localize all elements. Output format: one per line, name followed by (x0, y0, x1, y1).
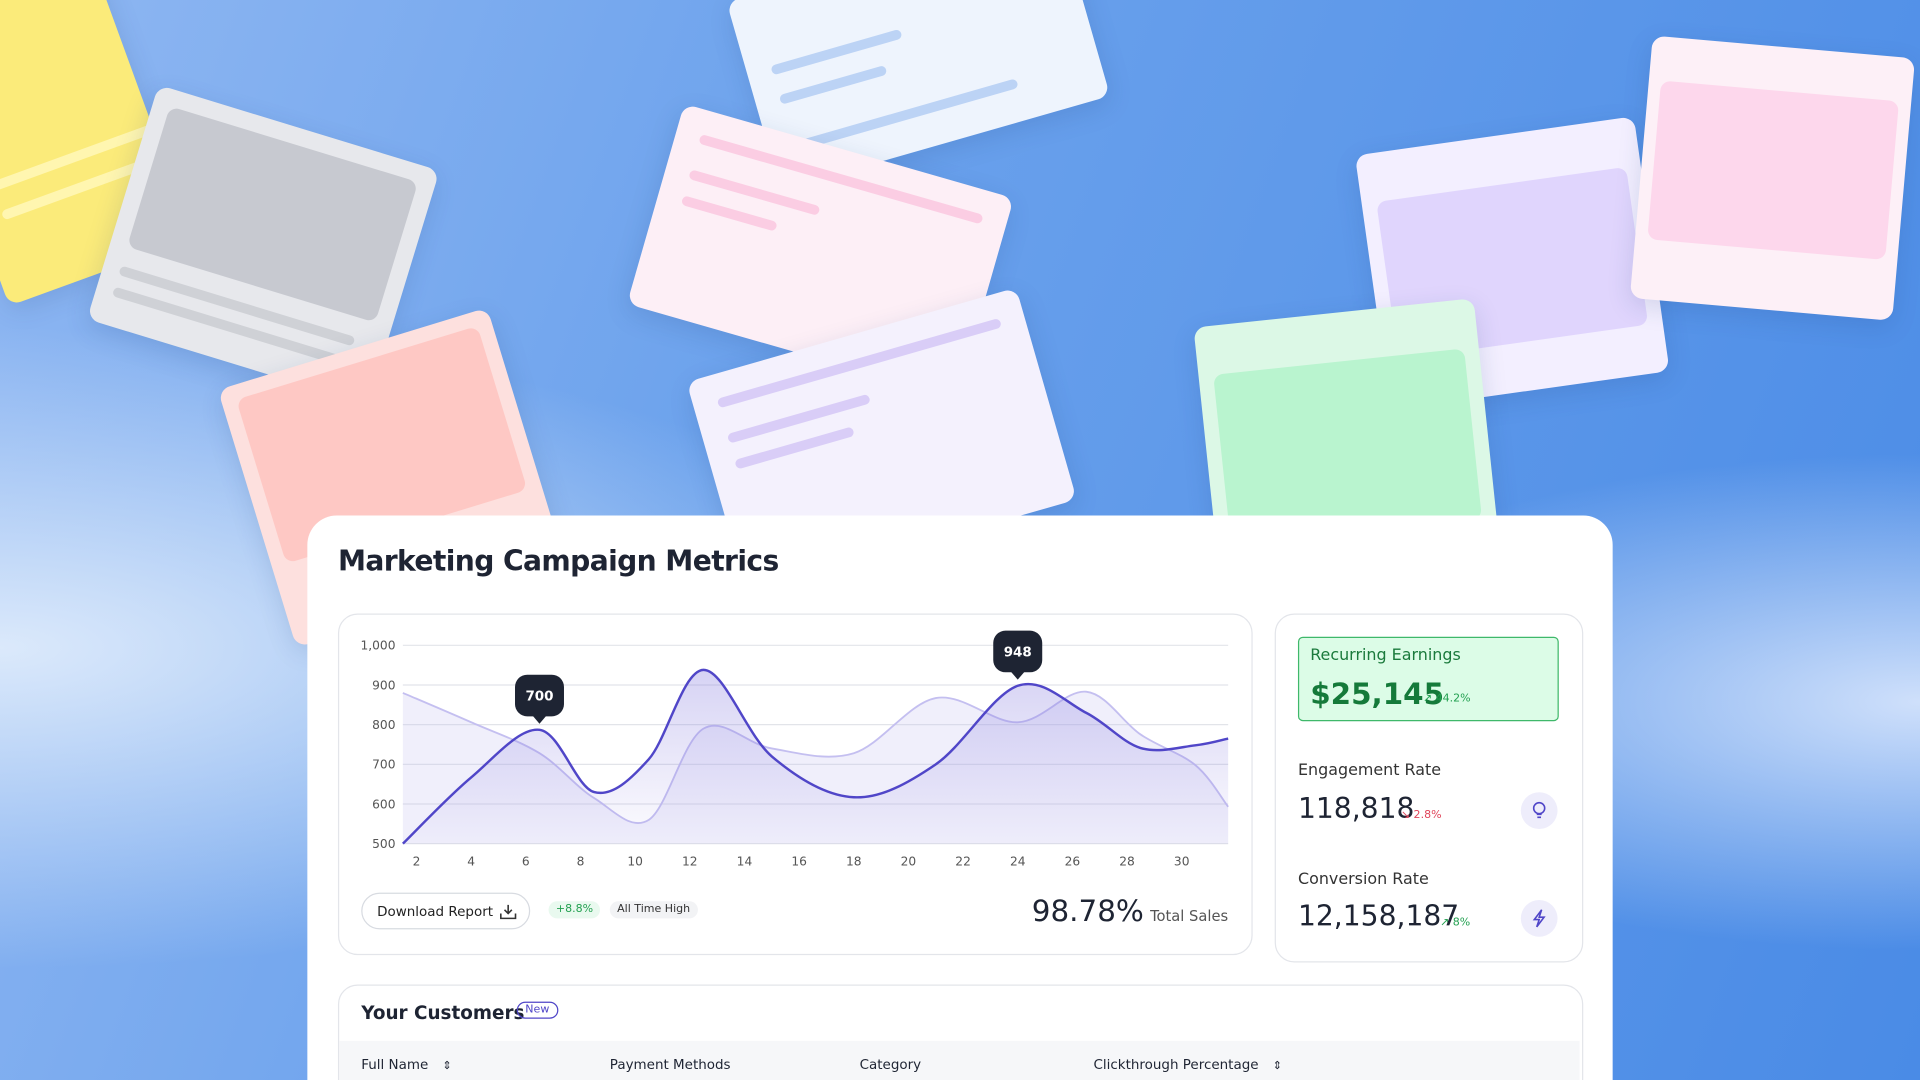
y-tick-label: 800 (372, 718, 395, 732)
x-tick-label: 22 (955, 855, 971, 869)
x-tick-label: 8 (577, 855, 585, 869)
total-label: Total Sales (1150, 907, 1229, 925)
tooltip: 700 (515, 674, 564, 724)
tooltip-text: 700 (525, 689, 553, 704)
metric-value: 12,158,187 (1297, 901, 1460, 934)
recurring-box (1297, 636, 1559, 722)
page-title: Marketing Campaign Metrics (337, 546, 779, 578)
metric-change: ↗ 44.2% (1422, 693, 1471, 706)
y-tick-label: 500 (372, 837, 395, 851)
download-icon (500, 904, 517, 920)
metric-change: ↗ 8% (1440, 917, 1471, 930)
x-tick-label: 10 (627, 855, 643, 869)
x-tick-label: 2 (413, 855, 421, 869)
metric-change: ↘ 2.8% (1400, 809, 1442, 822)
section-title: Your Customers (361, 1001, 525, 1024)
x-tick-label: 26 (1065, 855, 1081, 869)
new-badge: New (516, 1001, 558, 1019)
metric-label: Recurring Earnings (1310, 646, 1461, 665)
change-text: 8% (1452, 917, 1471, 930)
series-area (402, 669, 1229, 844)
x-tick-label: 6 (522, 855, 530, 869)
change-badge: +8.8% (548, 901, 601, 919)
metric-label: Conversion Rate (1297, 870, 1429, 889)
metric-value: 118,818 (1297, 793, 1415, 826)
x-tick-label: 30 (1174, 855, 1190, 869)
y-tick-label: 700 (372, 758, 395, 772)
series-line (402, 668, 1229, 845)
metric-value: $25,145 (1310, 677, 1445, 712)
tooltip-box (515, 674, 564, 717)
metric-label: Engagement Rate (1297, 761, 1442, 781)
bulb-icon[interactable] (1520, 792, 1558, 829)
column-header: Payment Methods (609, 1056, 731, 1073)
tooltip-text: 948 (1004, 645, 1032, 660)
total-value: 98.78% (1031, 893, 1144, 929)
change-text: 2.8% (1413, 809, 1442, 822)
button-text: Download Report (377, 903, 494, 920)
status-badge: All Time High (609, 901, 698, 919)
tooltip: 948 (993, 630, 1043, 680)
tooltip-pointer (532, 715, 547, 724)
column-header: Category (859, 1056, 922, 1073)
x-tick-label: 16 (791, 855, 807, 869)
column-text: Clickthrough Percentage (1093, 1056, 1259, 1073)
y-tick-label: 600 (372, 797, 395, 811)
bolt-icon[interactable] (1520, 900, 1558, 937)
table-header (339, 1040, 1580, 1080)
column-header[interactable]: Clickthrough Percentage ⇕ (1093, 1056, 1282, 1073)
x-tick-label: 14 (737, 855, 753, 869)
x-tick-label: 28 (1119, 855, 1135, 869)
column-header[interactable]: Full Name ⇕ (361, 1056, 452, 1073)
y-tick-label: 900 (372, 678, 395, 692)
y-tick-label: 1,000 (360, 639, 395, 653)
change-text: 44.2% (1435, 693, 1471, 706)
total: 98.78% Total Sales (931, 893, 1229, 929)
x-tick-label: 18 (846, 855, 862, 869)
x-tick-label: 12 (682, 855, 698, 869)
download-button[interactable]: Download Report (361, 892, 531, 930)
tooltip-box (993, 630, 1043, 673)
column-text: Full Name (361, 1056, 429, 1073)
x-tick-label: 20 (901, 855, 917, 869)
x-tick-label: 4 (467, 855, 475, 869)
x-tick-label: 24 (1010, 855, 1026, 869)
tooltip-pointer (1010, 671, 1026, 680)
